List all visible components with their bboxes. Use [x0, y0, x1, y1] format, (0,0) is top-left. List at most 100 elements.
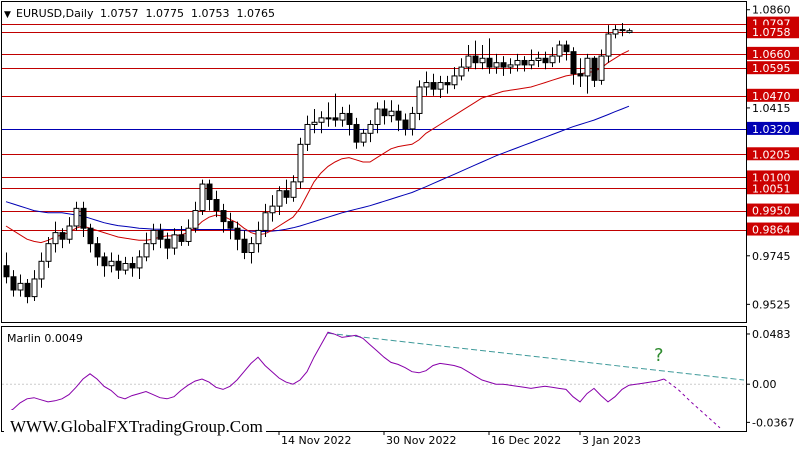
candle: [255, 221, 262, 253]
candle-body: [108, 260, 115, 267]
candle-body: [612, 29, 619, 35]
level-badge: 1.0051: [747, 181, 799, 195]
candle: [584, 53, 591, 94]
candle: [115, 254, 122, 279]
candle: [451, 67, 458, 90]
triangle-icon: ▼: [4, 10, 11, 20]
candle-body: [115, 260, 122, 271]
candle: [199, 179, 206, 215]
candle-body: [73, 207, 80, 227]
candle-body: [52, 232, 59, 245]
level-badge-label: 1.0205: [752, 148, 791, 161]
candle-body: [297, 143, 304, 183]
candle: [192, 201, 199, 233]
moving-averages: [5, 50, 630, 244]
time-tick-label: 16 Dec 2022: [491, 434, 561, 447]
candle-body: [458, 66, 465, 77]
watermark-box: [4, 410, 266, 440]
candle: [570, 47, 577, 85]
level-badge: 1.0595: [747, 61, 799, 75]
candle: [423, 71, 430, 96]
candle-body: [500, 62, 507, 68]
candle-body: [339, 112, 346, 121]
candle: [122, 256, 129, 275]
candle: [528, 49, 535, 70]
level-badge-label: 0.9864: [752, 224, 791, 237]
candle: [325, 102, 332, 127]
candle-body: [45, 243, 52, 262]
candle-body: [402, 119, 409, 130]
candle-body: [374, 108, 381, 125]
chart-symbol: EURUSD,Daily: [16, 7, 94, 20]
candle: [164, 232, 171, 260]
level-badge-bg: [747, 222, 799, 236]
candle-body: [577, 73, 584, 77]
candle-body: [80, 207, 87, 229]
candle-body: [430, 82, 437, 90]
candle: [549, 47, 556, 68]
candle-body: [248, 243, 255, 253]
level-badge: 0.9950: [747, 203, 799, 218]
candle: [542, 51, 549, 70]
candle-body: [3, 265, 10, 278]
candle-body: [423, 82, 430, 88]
candle-body: [381, 108, 388, 117]
candle-body: [143, 243, 150, 258]
candle: [101, 252, 108, 277]
level-badge-bg: [747, 181, 799, 195]
candle-body: [549, 55, 556, 64]
candle-body: [528, 59, 535, 66]
candle: [185, 219, 192, 246]
candle: [143, 232, 150, 262]
time-tick-label: 14 Nov 2022: [281, 434, 351, 447]
candle-body: [311, 121, 318, 125]
candle: [45, 237, 52, 268]
candle-body: [199, 183, 206, 212]
candle: [353, 117, 360, 149]
level-badge: 0.9864: [747, 222, 799, 237]
candle: [52, 221, 59, 253]
candle-body: [353, 123, 360, 143]
candle: [108, 252, 115, 273]
level-badge-label: 0.9950: [752, 205, 791, 218]
candle-body: [24, 282, 31, 298]
candle: [262, 203, 269, 238]
level-badge-bg: [747, 203, 799, 217]
level-badge-bg: [747, 88, 799, 102]
candle: [626, 28, 633, 34]
candle-body: [325, 117, 332, 120]
level-badge-label: 1.0100: [752, 171, 791, 184]
candle-body: [87, 227, 94, 245]
price-axis: 1.0860 1.0415 0.9745 0.9525: [746, 4, 791, 311]
candle: [374, 102, 381, 134]
level-badge: 1.0660: [747, 46, 799, 61]
candle: [24, 278, 31, 304]
candle: [577, 58, 584, 87]
candle: [514, 53, 521, 72]
candle: [465, 45, 472, 72]
candle-body: [304, 123, 311, 145]
blue-moving-average: [5, 105, 630, 232]
candle-body: [10, 276, 17, 291]
candle-body: [535, 57, 542, 61]
candle-body: [157, 229, 164, 240]
candle-body: [31, 278, 38, 298]
candle-body: [451, 75, 458, 86]
candle-body: [290, 181, 297, 198]
candle: [605, 25, 612, 63]
candle-body: [605, 33, 612, 57]
candle: [17, 274, 24, 297]
candle-body: [136, 256, 143, 269]
candle: [10, 270, 17, 297]
candle-body: [542, 57, 549, 64]
osc-tick-label: 0.0483: [752, 328, 791, 341]
candle-body: [514, 59, 521, 66]
level-badge-label: 1.0595: [752, 62, 791, 75]
candle-body: [234, 227, 241, 240]
osc-tick-label: -0.0367: [752, 416, 794, 429]
candle-body: [472, 55, 479, 64]
candle: [136, 250, 143, 279]
candle: [269, 195, 276, 222]
candle: [66, 217, 73, 244]
candle-body: [591, 57, 598, 81]
